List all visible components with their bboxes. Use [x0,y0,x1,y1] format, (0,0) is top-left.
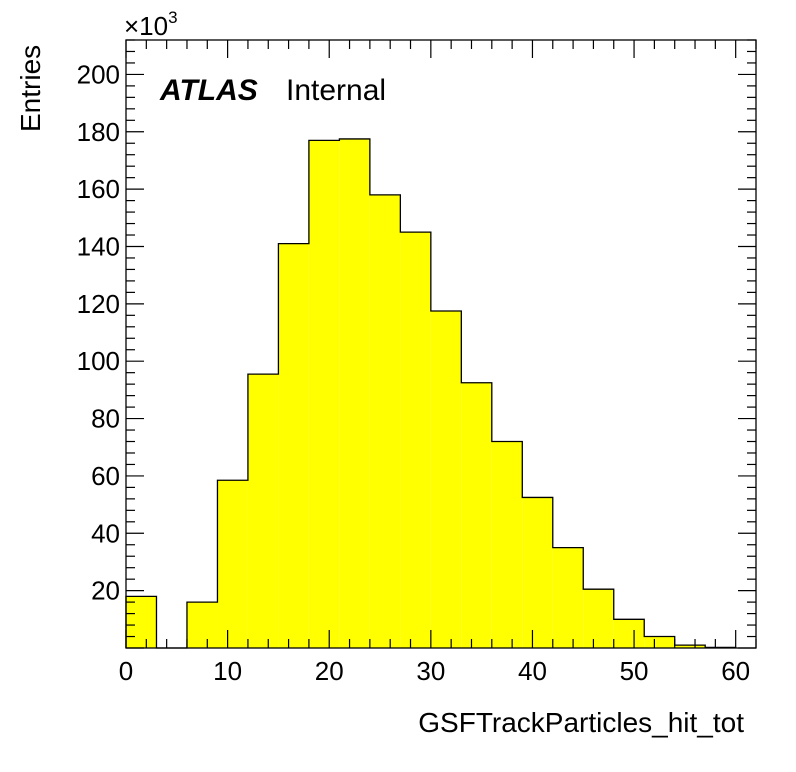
y-tick-label: 80 [91,404,120,434]
x-tick-label: 20 [315,656,344,686]
x-tick-label: 50 [620,656,649,686]
histogram-bin-13 [522,497,553,648]
histogram-bin-7 [339,138,370,648]
y-tick-label: 180 [77,117,120,147]
histogram-bin-18 [674,645,706,648]
internal-label: Internal [286,74,386,107]
y-tick-label: 40 [91,518,120,548]
histogram-bin-9 [400,232,431,648]
histogram-bin-0 [126,596,157,648]
histogram-bin-3 [217,480,248,648]
histogram-bin-4 [247,374,279,648]
y-axis-title: Entries [15,45,46,132]
x-tick-label: 30 [416,656,445,686]
x-axis-title: GSFTrackParticles_hit_tot [418,707,744,738]
histogram-bin-16 [613,619,645,648]
histogram-bars [126,138,736,649]
x-tick-label: 40 [518,656,547,686]
y-tick-label: 60 [91,461,120,491]
histogram-bin-6 [308,140,340,648]
y-multiplier-exponent: 3 [168,8,177,27]
x-tick-label: 10 [213,656,242,686]
histogram-bin-5 [278,243,309,649]
y-tick-label: 20 [91,576,120,606]
plot-frame [125,39,757,649]
y-tick-label: 200 [77,59,120,89]
x-tick-label: 60 [721,656,750,686]
x-tick-labels: 0 10 20 30 40 50 60 [119,656,750,686]
y-multiplier-base: ×10 [124,11,168,41]
histogram-bin-8 [369,194,401,648]
atlas-label: ATLAS [159,74,258,107]
y-tick-label: 100 [77,346,120,376]
histogram-bin-11 [461,382,492,648]
y-tick-label: 140 [77,231,120,261]
histogram-bin-10 [430,311,462,648]
y-tick-label: 120 [77,289,120,319]
y-multiplier: ×103 [124,8,178,41]
histogram-bin-15 [583,589,614,648]
histogram-outline [125,138,737,649]
histogram-bin-17 [644,636,675,648]
y-tick-label: 160 [77,174,120,204]
histogram-bin-12 [491,441,523,648]
histogram-bin-2 [186,602,218,648]
y-tick-labels: 20 40 60 80 100 120 140 160 180 200 [77,59,120,605]
histogram-bin-14 [552,547,584,648]
x-tick-label: 0 [119,656,133,686]
axis-ticks [125,39,757,649]
